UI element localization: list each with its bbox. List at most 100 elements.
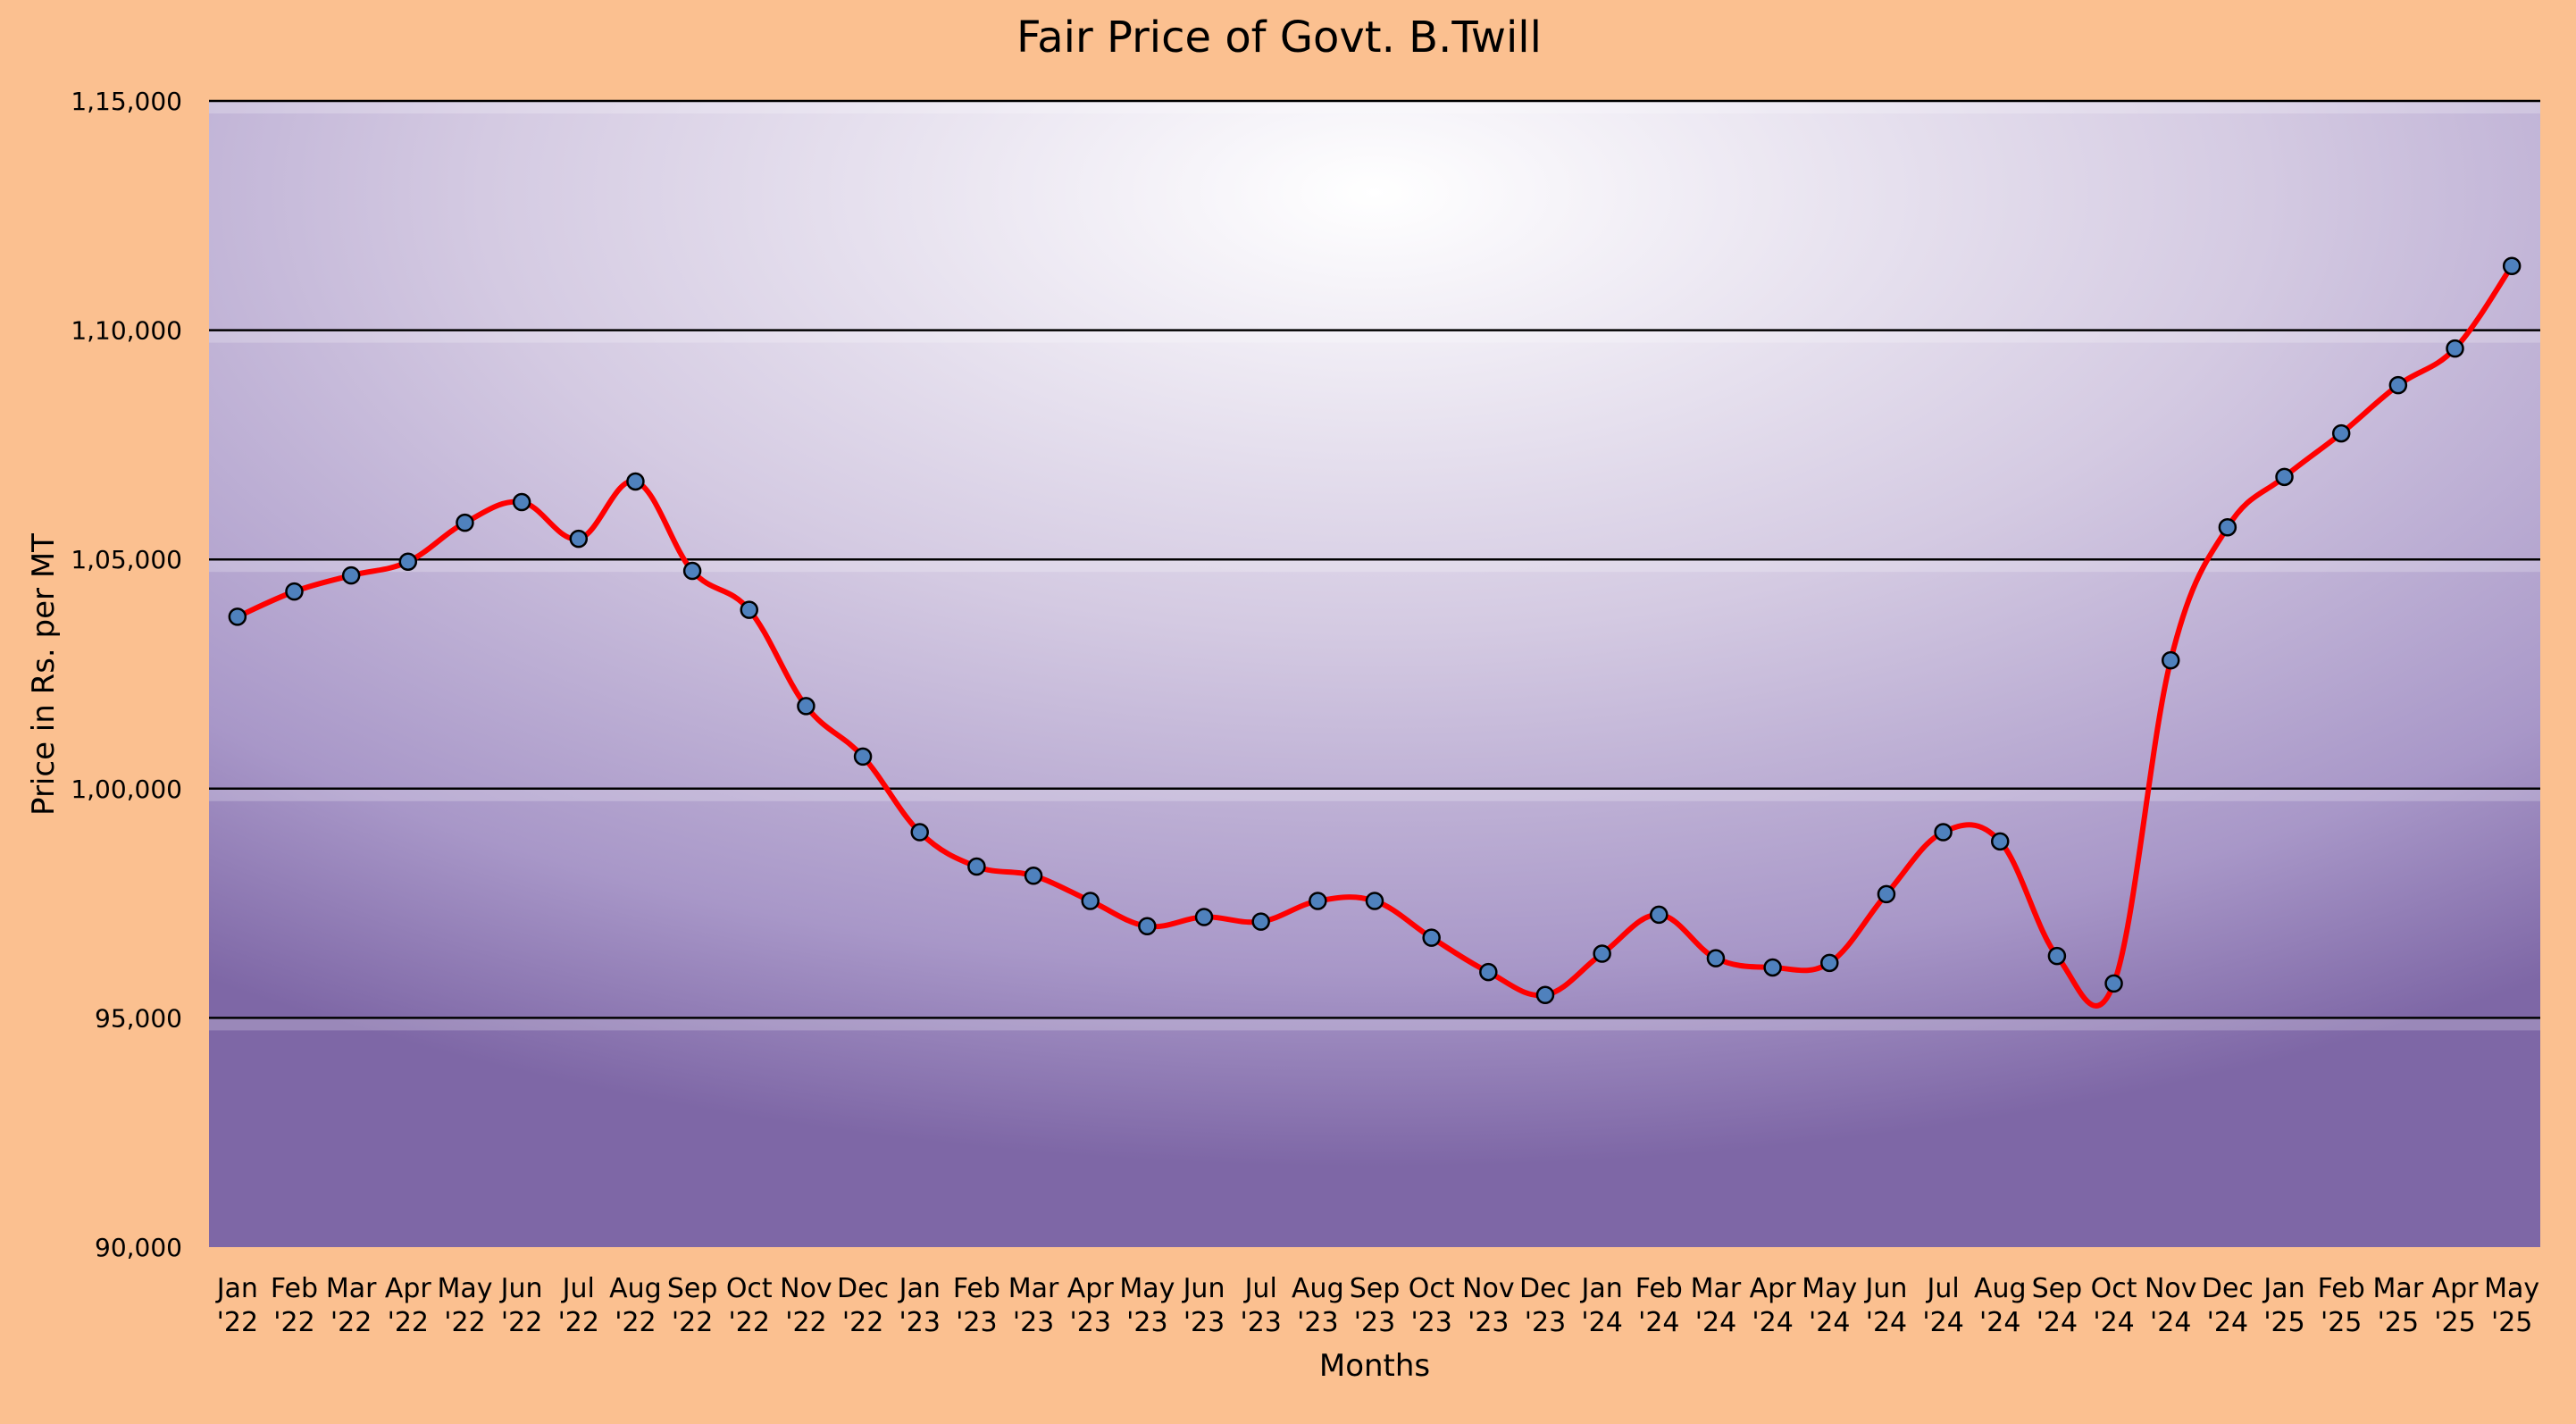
x-tick-label: Apr '23 — [1067, 1273, 1115, 1338]
data-point — [1251, 912, 1270, 931]
data-point — [853, 747, 873, 766]
x-tick-label: Oct '22 — [726, 1273, 773, 1338]
x-tick-label: Dec '23 — [1519, 1273, 1571, 1338]
data-point — [1990, 832, 2010, 851]
x-tick-label: Nov '22 — [780, 1273, 832, 1338]
y-tick-label: 1,00,000 — [71, 775, 182, 804]
chart-title: Fair Price of Govt. B.Twill — [1016, 13, 1542, 63]
y-axis-label: Price in Rs. per MT — [26, 533, 62, 816]
data-point — [1877, 884, 1896, 904]
x-tick-label: Aug '23 — [1292, 1273, 1344, 1338]
x-tick-label: Aug '24 — [1974, 1273, 2027, 1338]
gridline-band — [209, 788, 2540, 801]
x-tick-label: Oct '23 — [1409, 1273, 1455, 1338]
data-point — [682, 561, 702, 581]
x-tick-label: Aug '22 — [609, 1273, 662, 1338]
data-point — [1706, 949, 1726, 967]
data-point — [1309, 892, 1327, 910]
gridline-band — [209, 330, 2540, 343]
y-tick-label: 1,05,000 — [71, 545, 182, 574]
data-point — [341, 565, 361, 585]
x-tick-label: Jan '24 — [1580, 1273, 1623, 1338]
series-markers — [228, 256, 2522, 1004]
x-tick-label: May '25 — [2484, 1273, 2539, 1338]
data-point — [1650, 905, 1669, 925]
x-tick-label: Feb '24 — [1635, 1273, 1683, 1338]
x-tick-label: Jul '23 — [1240, 1273, 1281, 1338]
x-tick-label: Nov '24 — [2145, 1273, 2197, 1338]
x-tick-label: Feb '23 — [953, 1273, 1000, 1338]
plot-area — [209, 101, 2540, 1247]
gridline-band — [209, 101, 2540, 113]
x-tick-label: Dec '22 — [837, 1273, 889, 1338]
y-tick-label: 1,10,000 — [71, 316, 182, 346]
y-axis-ticks: 90,000 95,000 1,00,000 1,05,000 1,10,000 1,15… — [71, 87, 182, 1262]
data-point — [740, 600, 759, 619]
data-point — [2331, 423, 2351, 443]
x-tick-label: Nov '23 — [1462, 1273, 1515, 1338]
x-tick-label: Jun '24 — [1863, 1273, 1907, 1338]
gridline-band — [209, 1018, 2540, 1031]
x-axis-label: Months — [1319, 1348, 1430, 1384]
x-tick-label: Mar '25 — [2373, 1273, 2424, 1338]
x-tick-label: Jul '24 — [1922, 1273, 1963, 1338]
data-point — [1535, 985, 1555, 1004]
x-tick-label: Feb '22 — [271, 1273, 318, 1338]
data-point — [910, 823, 929, 842]
data-point — [2104, 974, 2123, 993]
x-tick-label: Jun '22 — [499, 1273, 543, 1338]
data-point — [2388, 375, 2408, 395]
data-point — [1763, 958, 1782, 977]
x-tick-label: Jan '25 — [2262, 1273, 2304, 1338]
x-tick-label: May '22 — [437, 1273, 492, 1338]
data-point — [1024, 867, 1043, 885]
data-point — [2161, 650, 2180, 670]
y-tick-label: 1,15,000 — [71, 87, 182, 116]
data-point — [1479, 962, 1498, 982]
data-point — [1820, 953, 1839, 973]
x-tick-label: May '24 — [1802, 1273, 1857, 1338]
x-tick-label: Feb '25 — [2318, 1273, 2365, 1338]
data-point — [626, 472, 645, 491]
gridlines — [209, 99, 2540, 1031]
data-point — [1081, 892, 1100, 910]
x-tick-label: Jan '22 — [215, 1273, 258, 1338]
y-tick-label: 95,000 — [95, 1003, 182, 1033]
data-point — [2502, 256, 2522, 276]
data-point — [456, 513, 474, 532]
data-point — [1422, 928, 1441, 947]
x-tick-label: Apr '22 — [385, 1273, 432, 1338]
data-point — [285, 582, 304, 601]
x-tick-label: Dec '24 — [2202, 1273, 2254, 1338]
x-tick-label: Jun '23 — [1182, 1273, 1225, 1338]
x-tick-label: Jul '22 — [558, 1273, 599, 1338]
x-tick-label: Mar '23 — [1008, 1273, 1059, 1338]
data-point — [1138, 917, 1157, 936]
x-tick-label: Mar '24 — [1691, 1273, 1742, 1338]
x-tick-label: Jan '23 — [898, 1273, 941, 1338]
x-tick-label: Apr '25 — [2432, 1273, 2480, 1338]
y-tick-label: 90,000 — [95, 1233, 182, 1262]
data-point — [569, 529, 589, 549]
data-point — [228, 607, 247, 626]
x-tick-label: Sep '22 — [667, 1273, 718, 1338]
data-point — [512, 492, 531, 512]
data-point — [1365, 892, 1384, 910]
data-point — [1593, 944, 1611, 963]
x-tick-label: Apr '24 — [1750, 1273, 1797, 1338]
data-point — [2047, 946, 2067, 966]
data-point — [2218, 518, 2237, 537]
data-point — [2275, 467, 2294, 487]
x-tick-label: May '23 — [1119, 1273, 1175, 1338]
data-point — [797, 697, 815, 716]
x-tick-label: Sep '23 — [1350, 1273, 1401, 1338]
x-tick-label: Mar '22 — [326, 1273, 377, 1338]
data-point — [1194, 908, 1214, 926]
data-point — [1934, 823, 1953, 842]
x-tick-label: Sep '24 — [2032, 1273, 2083, 1338]
data-point — [967, 857, 986, 876]
x-tick-label: Oct '24 — [2091, 1273, 2137, 1338]
